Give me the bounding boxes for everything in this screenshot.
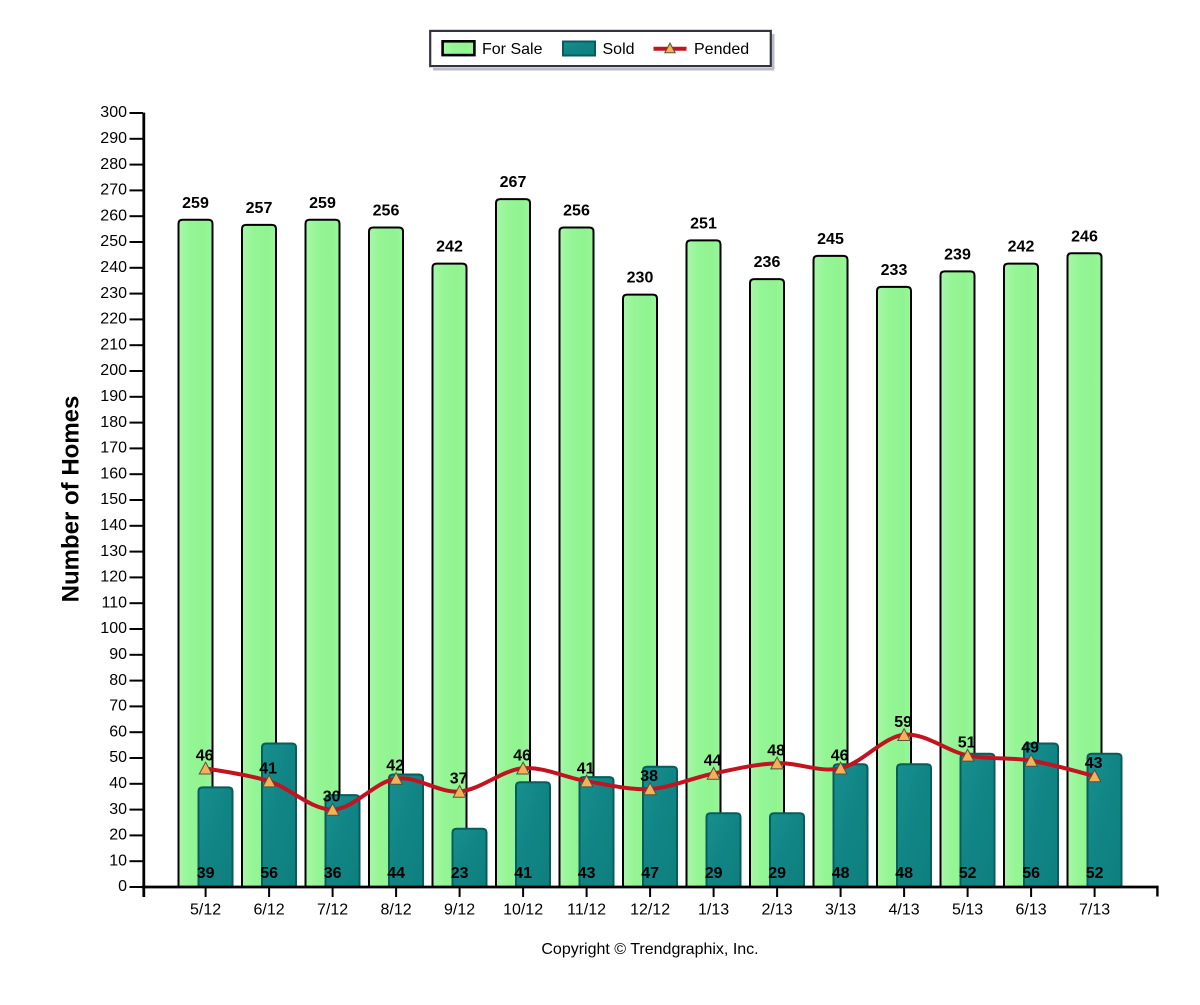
svg-text:236: 236 [754,254,781,271]
svg-text:6/12: 6/12 [254,902,285,919]
svg-text:50: 50 [109,749,127,766]
svg-text:43: 43 [1085,755,1103,772]
svg-text:44: 44 [704,753,722,770]
svg-text:48: 48 [767,742,785,759]
svg-text:2/13: 2/13 [762,902,793,919]
svg-text:233: 233 [881,262,908,279]
svg-text:246: 246 [1071,228,1098,245]
svg-text:10/12: 10/12 [503,902,543,919]
svg-text:140: 140 [100,517,127,534]
svg-text:1/13: 1/13 [698,902,729,919]
svg-text:46: 46 [513,747,531,764]
svg-text:7/13: 7/13 [1079,902,1110,919]
svg-text:40: 40 [109,775,127,792]
svg-text:9/12: 9/12 [444,902,475,919]
svg-text:Number of Homes: Number of Homes [57,396,84,603]
svg-text:180: 180 [100,414,127,431]
svg-text:48: 48 [832,865,850,882]
svg-text:49: 49 [1021,740,1039,757]
svg-text:6/13: 6/13 [1016,902,1047,919]
svg-text:230: 230 [100,285,127,302]
svg-text:0: 0 [118,878,127,895]
svg-text:44: 44 [387,865,405,882]
svg-text:5/12: 5/12 [190,902,221,919]
svg-text:5/13: 5/13 [952,902,983,919]
svg-text:280: 280 [100,156,127,173]
svg-text:37: 37 [450,771,468,788]
svg-text:7/12: 7/12 [317,902,348,919]
svg-text:3/13: 3/13 [825,902,856,919]
svg-text:290: 290 [100,130,127,147]
svg-text:30: 30 [109,801,127,818]
svg-text:150: 150 [100,491,127,508]
svg-text:130: 130 [100,543,127,560]
svg-text:160: 160 [100,465,127,482]
svg-text:242: 242 [436,239,463,256]
svg-text:240: 240 [100,259,127,276]
svg-text:Sold: Sold [603,41,635,58]
svg-text:242: 242 [1008,239,1035,256]
svg-text:41: 41 [259,760,277,777]
svg-text:60: 60 [109,723,127,740]
svg-text:Copyright © Trendgraphix, Inc.: Copyright © Trendgraphix, Inc. [541,941,758,958]
svg-text:20: 20 [109,827,127,844]
svg-text:250: 250 [100,233,127,250]
svg-text:4/13: 4/13 [889,902,920,919]
svg-text:38: 38 [640,768,658,785]
svg-text:41: 41 [514,865,532,882]
svg-text:42: 42 [386,758,404,775]
svg-text:300: 300 [100,104,127,121]
svg-text:110: 110 [101,594,127,611]
svg-text:200: 200 [100,362,127,379]
svg-text:29: 29 [705,865,723,882]
svg-text:56: 56 [260,865,278,882]
svg-text:100: 100 [100,620,127,637]
svg-text:47: 47 [641,865,659,882]
svg-text:48: 48 [895,865,913,882]
svg-text:256: 256 [563,203,590,220]
svg-text:120: 120 [100,569,127,586]
svg-text:52: 52 [1086,865,1104,882]
svg-text:12/12: 12/12 [630,902,670,919]
svg-text:80: 80 [109,672,127,689]
svg-text:90: 90 [109,646,127,663]
svg-text:8/12: 8/12 [381,902,412,919]
svg-text:260: 260 [100,207,127,224]
svg-text:59: 59 [894,714,912,731]
svg-text:52: 52 [959,865,977,882]
svg-text:39: 39 [197,865,215,882]
svg-text:41: 41 [577,760,595,777]
svg-text:29: 29 [768,865,786,882]
svg-text:11/12: 11/12 [567,902,606,919]
svg-text:Pended: Pended [694,41,749,58]
svg-text:51: 51 [958,735,976,752]
svg-text:23: 23 [451,865,469,882]
svg-text:For Sale: For Sale [482,41,543,58]
svg-text:30: 30 [323,789,341,806]
svg-text:220: 220 [100,311,127,328]
svg-text:259: 259 [309,195,336,212]
svg-text:10: 10 [109,852,127,869]
svg-text:257: 257 [246,200,273,217]
svg-text:190: 190 [100,388,127,405]
svg-text:46: 46 [831,747,849,764]
svg-text:267: 267 [500,174,527,191]
svg-text:210: 210 [100,336,127,353]
svg-text:256: 256 [373,203,400,220]
svg-text:239: 239 [944,246,971,263]
svg-text:70: 70 [109,698,127,715]
svg-text:36: 36 [324,865,342,882]
svg-text:43: 43 [578,865,596,882]
svg-text:259: 259 [182,195,209,212]
svg-text:46: 46 [196,747,214,764]
svg-text:230: 230 [627,270,654,287]
svg-text:245: 245 [817,231,844,248]
svg-text:170: 170 [100,440,127,457]
svg-text:56: 56 [1022,865,1040,882]
svg-text:270: 270 [100,182,127,199]
svg-text:251: 251 [690,215,717,232]
